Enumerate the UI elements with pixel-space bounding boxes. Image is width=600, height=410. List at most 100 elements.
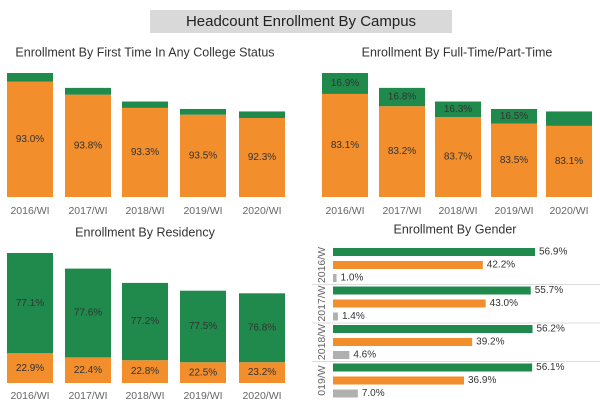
value-label: 77.5%	[189, 321, 217, 332]
x-tick-label: 2017/WI	[68, 390, 107, 402]
value-label: 22.8%	[131, 366, 159, 377]
chart-title: Enrollment By Full-Time/Part-Time	[362, 45, 553, 59]
bar-segment	[65, 87, 111, 95]
bar-segment	[65, 94, 111, 197]
bar-segment	[65, 357, 111, 383]
y-tick-label: 2018/W	[316, 324, 328, 360]
bar-segment	[546, 111, 592, 126]
x-tick-label: 2018/WI	[438, 205, 477, 217]
bar-segment	[7, 353, 53, 383]
bar-segment	[7, 253, 53, 354]
value-label: 83.7%	[444, 152, 472, 163]
bar-segment	[322, 73, 368, 94]
value-label: 42.2%	[487, 260, 515, 271]
bar-segment	[491, 108, 537, 124]
x-tick-label: 2016/WI	[10, 390, 49, 402]
y-tick-label: 2016/W	[316, 247, 328, 283]
bar	[333, 325, 533, 333]
bar-segment	[65, 268, 111, 358]
bar	[333, 299, 486, 308]
chart-title: Enrollment By Residency	[75, 225, 215, 239]
x-tick-label: 2016/WI	[325, 205, 364, 217]
value-label: 43.0%	[490, 298, 518, 309]
bar-segment	[122, 282, 168, 361]
bar-segment	[122, 107, 168, 197]
value-label: 16.5%	[500, 111, 528, 122]
x-tick-label: 2017/WI	[382, 205, 421, 217]
value-label: 56.9%	[539, 247, 567, 258]
bar-segment	[180, 290, 226, 363]
value-label: 56.2%	[537, 324, 565, 335]
bar-segment	[7, 81, 53, 197]
x-tick-label: 2019/WI	[183, 205, 222, 217]
bar	[333, 389, 358, 398]
bar-segment	[122, 360, 168, 383]
bar	[333, 274, 337, 282]
value-label: 1.0%	[341, 273, 364, 284]
value-label: 7.0%	[362, 388, 385, 399]
y-tick-label: 019/W	[316, 365, 328, 395]
bar-segment	[239, 293, 285, 363]
value-label: 22.5%	[189, 367, 217, 378]
value-label: 77.2%	[131, 316, 159, 327]
bar-segment	[239, 362, 285, 383]
value-label: 39.2%	[476, 337, 504, 348]
value-label: 16.3%	[444, 104, 472, 115]
value-label: 22.4%	[74, 365, 102, 376]
bar-segment	[322, 93, 368, 197]
value-label: 77.6%	[74, 308, 102, 319]
header-bar	[150, 10, 452, 33]
x-tick-label: 2018/WI	[125, 205, 164, 217]
bar-segment	[180, 362, 226, 383]
value-label: 76.8%	[248, 322, 276, 333]
value-label: 23.2%	[248, 367, 276, 378]
value-label: 83.5%	[500, 155, 528, 166]
bar	[333, 261, 483, 269]
value-label: 36.9%	[468, 375, 496, 386]
value-label: 83.2%	[388, 146, 416, 157]
bar-segment	[180, 114, 226, 197]
bar-segment	[122, 101, 168, 108]
bar-segment	[379, 87, 425, 107]
value-label: 93.8%	[74, 140, 102, 151]
bar	[333, 312, 338, 321]
bar	[333, 248, 535, 256]
bar-segment	[546, 125, 592, 197]
x-tick-label: 2019/WI	[494, 205, 533, 217]
bar-segment	[435, 117, 481, 197]
bar	[333, 286, 531, 295]
bar	[333, 376, 464, 385]
value-label: 93.5%	[189, 150, 217, 161]
x-tick-label: 2020/WI	[242, 390, 281, 402]
bar	[333, 363, 533, 372]
bar	[333, 338, 473, 346]
x-tick-label: 2017/WI	[68, 205, 107, 217]
value-label: 93.3%	[131, 147, 159, 158]
bar-segment	[435, 101, 481, 118]
bar	[333, 351, 350, 359]
value-label: 83.1%	[331, 140, 359, 151]
dashboard-title: Headcount Enrollment By Campus	[186, 13, 416, 30]
value-label: 55.7%	[535, 285, 563, 296]
bar-segment	[180, 108, 226, 115]
value-label: 83.1%	[555, 156, 583, 167]
x-tick-label: 2016/WI	[10, 205, 49, 217]
value-label: 4.6%	[353, 350, 376, 361]
bar-segment	[491, 123, 537, 197]
value-label: 16.8%	[388, 92, 416, 103]
y-tick-label: 2017/W	[316, 285, 328, 321]
bar-segment	[239, 118, 285, 197]
value-label: 16.9%	[331, 78, 359, 89]
chart-title: Enrollment By Gender	[394, 222, 517, 236]
bar-segment	[239, 111, 285, 119]
value-label: 92.3%	[248, 152, 276, 163]
x-tick-label: 2020/WI	[549, 205, 588, 217]
chart-title: Enrollment By First Time In Any College …	[15, 45, 274, 59]
x-tick-label: 2020/WI	[242, 205, 281, 217]
value-label: 93.0%	[16, 134, 44, 145]
value-label: 1.4%	[342, 311, 365, 322]
bar-segment	[7, 73, 53, 82]
x-tick-label: 2018/WI	[125, 390, 164, 402]
value-label: 22.9%	[16, 363, 44, 374]
